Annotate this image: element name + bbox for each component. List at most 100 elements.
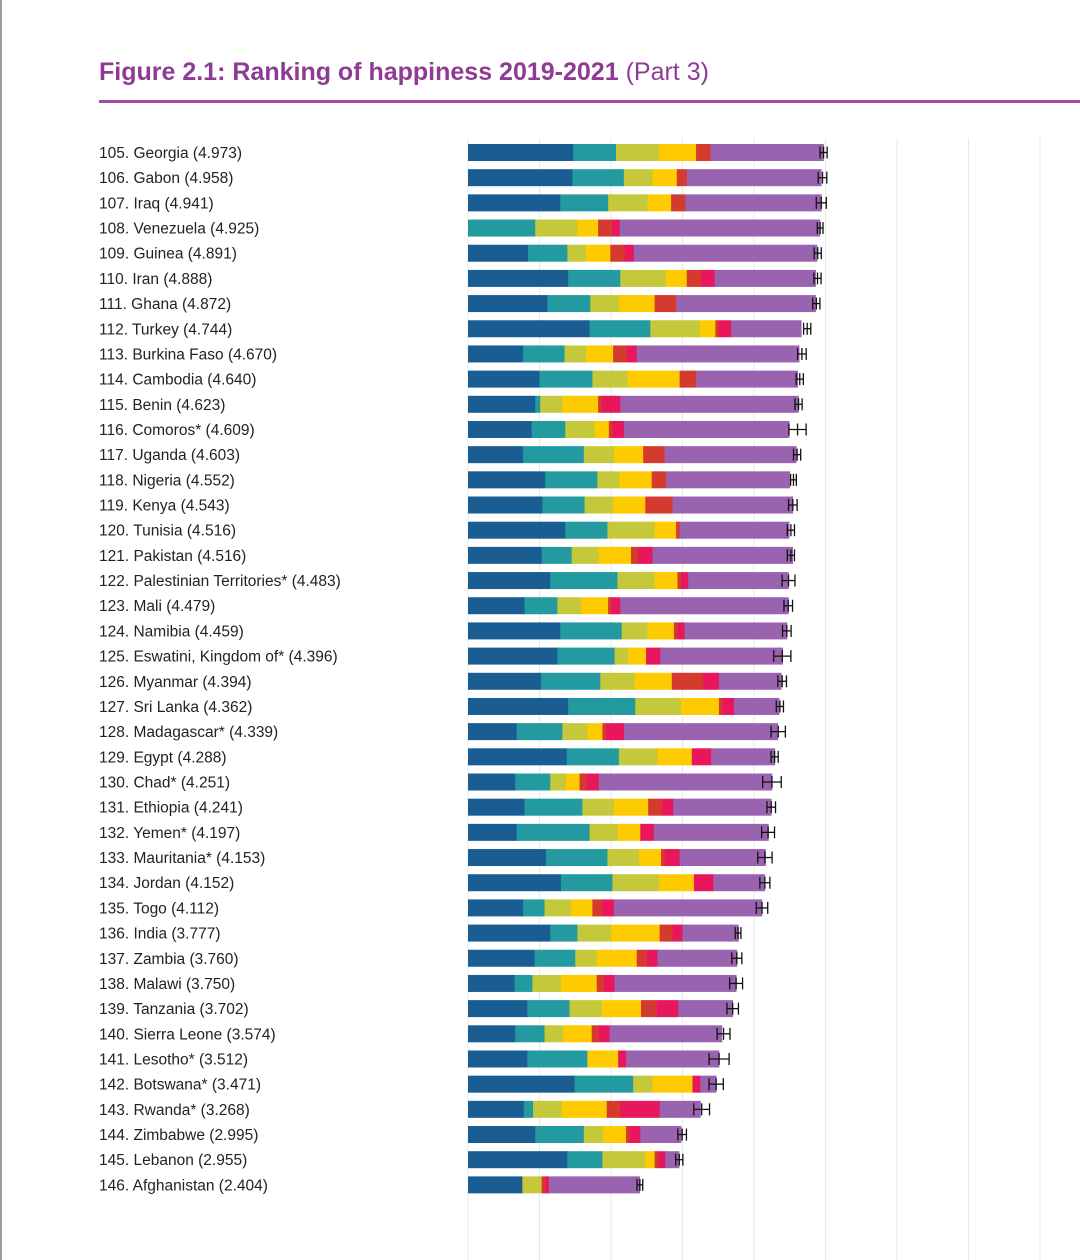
bar-segment — [718, 672, 782, 690]
bar-segment — [654, 1151, 659, 1169]
bar-segment — [514, 974, 533, 992]
row-label: 114. Cambodia (4.640) — [99, 372, 256, 389]
bar-segment — [623, 723, 778, 741]
bar-segment — [531, 420, 566, 438]
bar-segment — [468, 244, 529, 262]
bar-segment — [671, 672, 704, 690]
bar-segment — [592, 370, 628, 388]
page-left-edge — [0, 0, 2, 1260]
bar-segment — [515, 1025, 545, 1043]
row-label: 142. Botswana* (3.471) — [99, 1077, 261, 1094]
row-label: 118. Nigeria (4.552) — [99, 472, 235, 489]
bar-segment — [602, 723, 607, 741]
bar-segment — [532, 974, 562, 992]
row-label: 138. Malawi (3.750) — [99, 976, 235, 993]
bar-segment — [718, 697, 723, 715]
bar-segment — [664, 446, 797, 464]
bar-segment — [714, 269, 816, 287]
row-label: 106. Gabon (4.958) — [99, 170, 233, 187]
bar-segment — [611, 597, 621, 615]
bar-segment — [647, 622, 675, 640]
bar-segment — [524, 798, 583, 816]
bar-segment — [579, 773, 588, 791]
bar-segment — [654, 295, 677, 313]
bar-segment — [563, 1025, 593, 1043]
bar-segment — [565, 420, 595, 438]
bar-segment — [620, 1100, 661, 1118]
bar-segment — [468, 773, 516, 791]
bar-segment — [666, 269, 688, 287]
bar-segment — [612, 219, 620, 237]
bar-segment — [600, 672, 635, 690]
bar-segment — [681, 572, 689, 590]
bar-segment — [522, 1176, 543, 1194]
bar-segment — [523, 446, 585, 464]
bar-segment — [586, 773, 600, 791]
bar-segment — [557, 647, 615, 665]
row-label: 109. Guinea (4.891) — [99, 246, 237, 263]
bar-segment — [677, 622, 686, 640]
bar-segment — [613, 899, 763, 917]
bar-segment — [624, 244, 635, 262]
bar-segment — [601, 395, 621, 413]
figure-title: Figure 2.1: Ranking of happiness 2019-20… — [99, 56, 709, 88]
row-label: 145. Lebanon (2.955) — [99, 1152, 247, 1169]
bar-segment — [541, 546, 573, 564]
bar-segment — [550, 572, 618, 590]
bar-segment — [722, 697, 735, 715]
bar-segment — [468, 320, 590, 338]
row-label: 135. Togo (4.112) — [99, 900, 219, 917]
bar-segment — [664, 849, 681, 867]
bar-segment — [598, 1025, 610, 1043]
bar-segment — [568, 697, 636, 715]
bar-segment — [648, 798, 663, 816]
bar-segment — [603, 1126, 627, 1144]
bar-segment — [623, 420, 790, 438]
bar-segment — [583, 1126, 604, 1144]
bar-segment — [601, 1000, 642, 1018]
bar-segment — [603, 974, 615, 992]
bar-segment — [621, 622, 648, 640]
row-label: 116. Comoros* (4.609) — [99, 422, 255, 439]
bar-segment — [548, 1176, 640, 1194]
bar-segment — [567, 244, 587, 262]
bar-segment — [638, 546, 653, 564]
row-label: 117. Uganda (4.603) — [99, 447, 240, 464]
bar-segment — [654, 521, 677, 539]
bar-segment — [612, 874, 660, 892]
bar-segment — [684, 622, 788, 640]
bar-segment — [468, 1100, 525, 1118]
bar-segment — [545, 849, 608, 867]
bar-segment — [638, 849, 662, 867]
bar-segment — [633, 244, 818, 262]
row-label: 129. Egypt (4.288) — [99, 749, 227, 766]
row-label: 140. Sierra Leone (3.574) — [99, 1026, 276, 1043]
bar-segment — [468, 370, 540, 388]
bar-segment — [584, 496, 614, 514]
bar-segment — [596, 974, 605, 992]
row-label: 123. Mali (4.479) — [99, 598, 215, 615]
bar-segment — [658, 144, 697, 161]
bar-segment — [541, 1176, 546, 1194]
bar-segment — [662, 798, 674, 816]
row-label: 127. Sri Lanka (4.362) — [99, 699, 252, 716]
bar-segment — [539, 370, 593, 388]
bar-segment — [534, 949, 576, 967]
bar-segment — [577, 219, 599, 237]
bar-segment — [560, 194, 609, 212]
bar-segment — [691, 748, 712, 766]
bar-segment — [607, 521, 656, 539]
bar-segment — [468, 1176, 523, 1194]
row-label: 124. Namibia (4.459) — [99, 623, 244, 640]
bar-segment — [596, 949, 638, 967]
bar-segment — [560, 622, 623, 640]
bar-segment — [676, 295, 816, 313]
bar-segment — [561, 1100, 608, 1118]
row-label: 136. India (3.777) — [99, 926, 221, 943]
bar-segment — [564, 345, 587, 363]
bar-segment — [652, 1075, 693, 1093]
bar-segment — [617, 572, 656, 590]
bar-segment — [468, 723, 518, 741]
bar-segment — [656, 1000, 679, 1018]
title-underline — [99, 100, 1080, 103]
